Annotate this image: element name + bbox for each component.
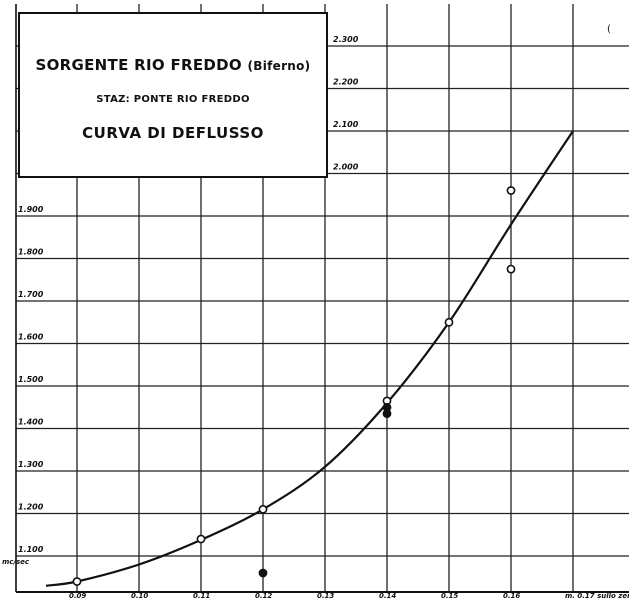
grid bbox=[15, 4, 629, 593]
x-tick-label: 0.15 bbox=[441, 592, 458, 600]
x-tick-labels: 0.09 0.10 0.11 0.12 0.13 0.14 0.15 0.16 m. 0.17 … bbox=[69, 592, 629, 600]
y-tick-label: 1.200 bbox=[18, 503, 44, 512]
data-point-open bbox=[72, 577, 82, 586]
data-point-open bbox=[258, 504, 268, 514]
station-subtitle: STAZ: PONTE RIO FREDDO bbox=[96, 94, 250, 105]
y-tick-label-upper: 2.000 bbox=[333, 163, 359, 172]
y-tick-label: 1.900 bbox=[18, 205, 44, 214]
x-tick-label: 0.11 bbox=[193, 592, 210, 600]
chart-title: CURVA DI DEFLUSSO bbox=[82, 124, 264, 142]
x-tick-label: 0.10 bbox=[131, 592, 148, 600]
station-title: SORGENTE RIO FREDDO (Biferno) bbox=[20, 56, 326, 74]
x-tick-label: 0.14 bbox=[379, 592, 396, 600]
station-river: (Biferno) bbox=[247, 59, 311, 73]
y-tick-label: 1.100 bbox=[18, 545, 44, 554]
x-tick-label: m. 0.17 sullo zero bbox=[565, 592, 629, 600]
data-point-open bbox=[196, 534, 206, 544]
data-point-open bbox=[506, 186, 516, 195]
data-point-filled bbox=[382, 409, 392, 418]
x-tick-label: 0.13 bbox=[317, 592, 334, 600]
x-tick-label: 0.16 bbox=[503, 592, 520, 600]
corner-mark: ( bbox=[607, 24, 611, 35]
title-box: SORGENTE RIO FREDDO (Biferno) STAZ: PONT… bbox=[18, 12, 328, 178]
data-point-filled bbox=[258, 568, 268, 578]
y-tick-label-upper: 2.100 bbox=[333, 120, 359, 129]
y-tick-label: 1.800 bbox=[18, 248, 44, 257]
y-unit-label: mc/sec bbox=[2, 558, 30, 566]
flow-curve-line bbox=[45, 130, 574, 587]
y-tick-label-upper: 2.200 bbox=[333, 78, 359, 87]
y-tick-label: 1.600 bbox=[18, 333, 44, 342]
y-tick-label: 1.500 bbox=[18, 375, 44, 384]
y-tick-label-upper: 2.300 bbox=[333, 35, 359, 44]
y-tick-label: 1.300 bbox=[18, 460, 44, 469]
y-tick-labels: 1.100 1.200 1.300 1.400 1.500 1.600 1.700 1.800… bbox=[18, 35, 359, 554]
y-tick-label: 1.400 bbox=[18, 418, 44, 427]
data-points bbox=[72, 186, 516, 586]
x-tick-label: 0.12 bbox=[255, 592, 272, 600]
data-point-open bbox=[506, 264, 516, 274]
data-point-open bbox=[444, 317, 454, 327]
station-name: SORGENTE RIO FREDDO bbox=[35, 56, 242, 74]
x-tick-label: 0.09 bbox=[69, 592, 86, 600]
y-tick-label: 1.700 bbox=[18, 290, 44, 299]
